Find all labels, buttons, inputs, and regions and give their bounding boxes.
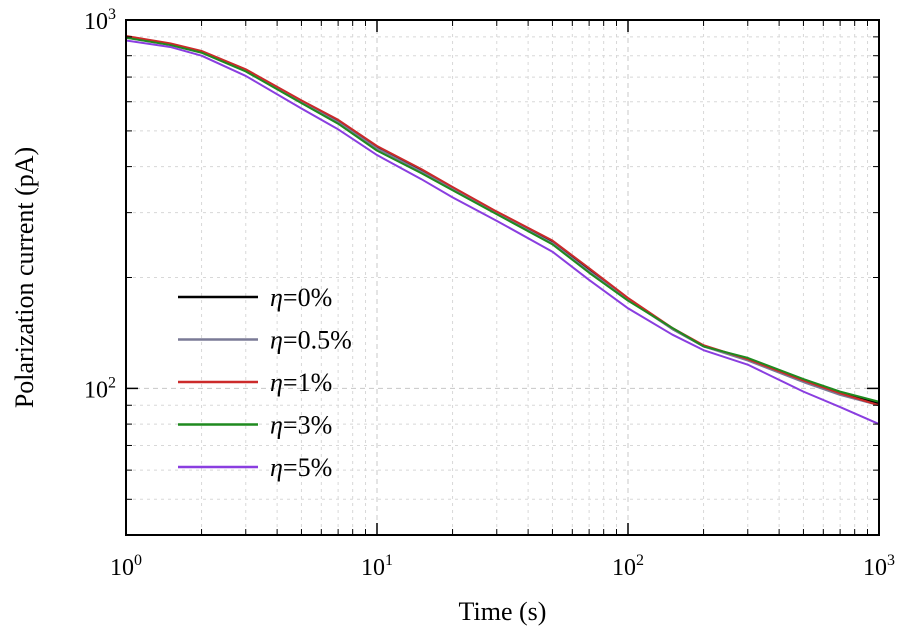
- legend-label-2: η=1%: [270, 368, 332, 397]
- y-tick-label: 103: [84, 6, 116, 35]
- legend-label-0: η=0%: [270, 283, 332, 312]
- y-tick-label: 102: [84, 374, 116, 403]
- x-axis-title: Time (s): [459, 597, 547, 626]
- legend-label-4: η=5%: [270, 453, 332, 482]
- x-tick-label: 103: [863, 552, 895, 581]
- minor-grid: [126, 20, 879, 536]
- y-axis-title: Polarization current (pA): [10, 147, 39, 408]
- x-tick-label: 102: [612, 552, 644, 581]
- major-grid: [126, 20, 879, 535]
- legend-label-3: η=3%: [270, 411, 332, 440]
- tick-labels: 100 101 102 103 102 103: [84, 6, 895, 581]
- series-line-3: [125, 36, 880, 403]
- axis-ticks: [125, 19, 880, 536]
- legend: η=0% η=0.5% η=1% η=3% η=5%: [178, 283, 352, 482]
- series-line-0: [125, 35, 880, 405]
- series-line-2: [125, 34, 880, 407]
- series-lines: [125, 34, 880, 426]
- x-tick-label: 101: [361, 552, 393, 581]
- x-tick-label: 100: [110, 552, 142, 581]
- series-line-4: [125, 39, 880, 426]
- series-line-1: [125, 36, 880, 407]
- legend-label-1: η=0.5%: [270, 326, 352, 355]
